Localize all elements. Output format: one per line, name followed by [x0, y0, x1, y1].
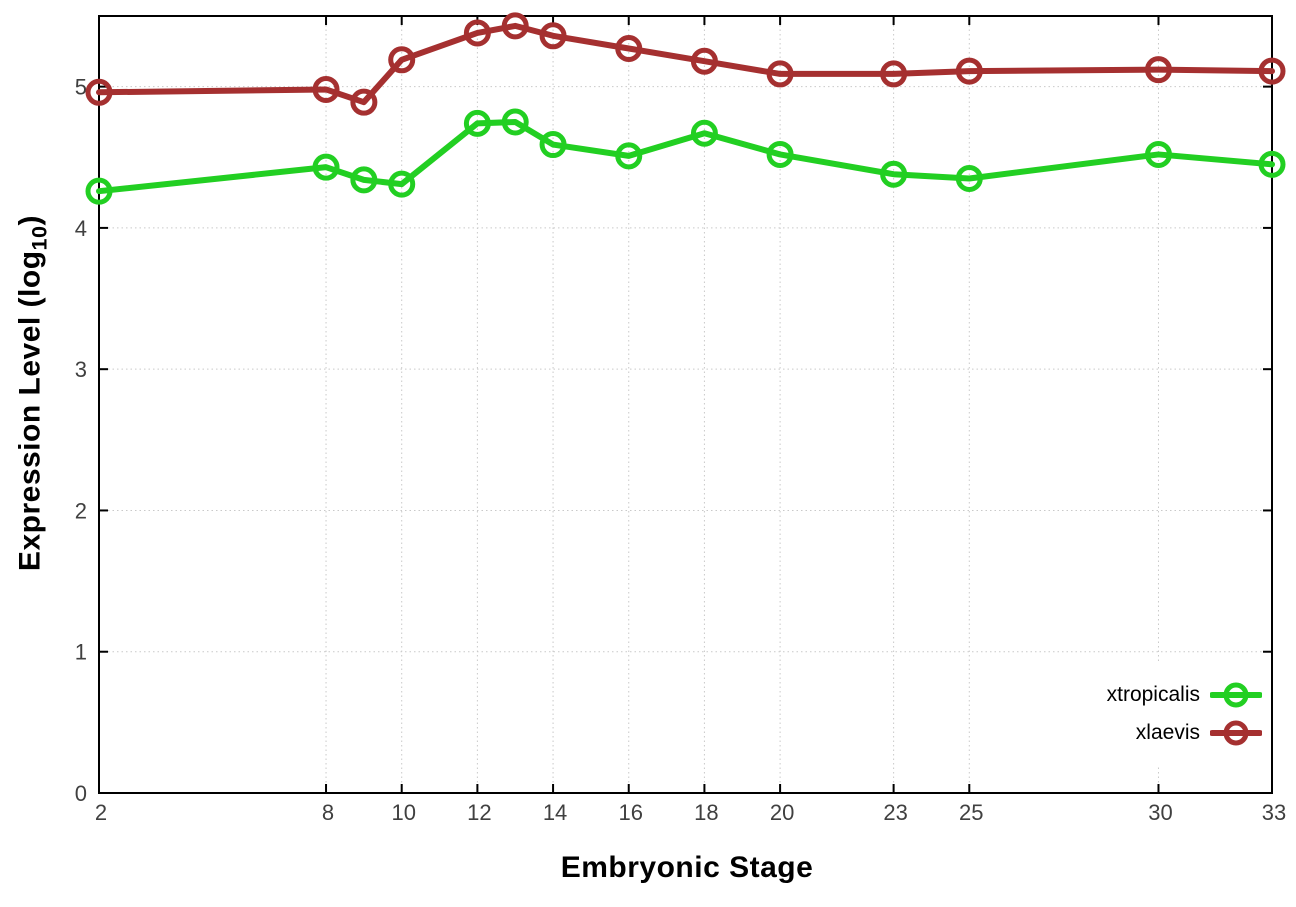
series-line-xlaevis	[96, 22, 1275, 106]
data-point-xlaevis	[880, 60, 908, 88]
data-point-xlaevis	[539, 22, 567, 50]
data-point-xlaevis	[312, 75, 340, 103]
data-point-xtropicalis	[501, 108, 529, 136]
data-point-xtropicalis	[955, 164, 983, 192]
legend-sample-marker-xtropicalis	[1223, 682, 1249, 708]
data-point-xlaevis	[501, 12, 529, 40]
x-tick-label: 18	[694, 800, 718, 825]
y-tick-label: 1	[75, 640, 87, 665]
data-point-xlaevis	[615, 34, 643, 62]
y-axis-title: Expression Level (log10)	[14, 215, 53, 571]
series-line-xtropicalis	[96, 118, 1275, 195]
data-point-xlaevis	[1258, 57, 1286, 85]
x-tick-label: 30	[1148, 800, 1172, 825]
y-axis-title-suffix: )	[13, 214, 47, 226]
data-point-xtropicalis	[463, 109, 491, 137]
data-point-xtropicalis	[766, 140, 794, 168]
x-tick-label: 12	[467, 800, 491, 825]
data-point-xtropicalis	[1258, 150, 1286, 178]
legend-sample-marker-xlaevis	[1223, 720, 1249, 746]
legend: xtropicalis xlaevis	[1070, 662, 1268, 766]
data-point-xtropicalis	[539, 131, 567, 159]
data-point-xtropicalis	[350, 166, 378, 194]
legend-marker-xlaevis-icon	[1210, 720, 1262, 746]
y-tick-label: 3	[75, 357, 87, 382]
data-point-xtropicalis	[615, 142, 643, 170]
data-point-xlaevis	[85, 78, 113, 106]
data-point-xtropicalis	[312, 153, 340, 181]
legend-label-xtropicalis: xtropicalis	[1106, 683, 1200, 706]
y-tick-label: 4	[75, 216, 87, 241]
data-point-xlaevis	[766, 60, 794, 88]
y-axis-title-text: Expression Level (log	[13, 250, 47, 572]
plot-border	[98, 15, 1273, 794]
x-tick-label: 14	[543, 800, 567, 825]
data-point-xlaevis	[1144, 56, 1172, 84]
data-point-xtropicalis	[388, 170, 416, 198]
x-tick-label: 20	[770, 800, 794, 825]
x-tick-label: 25	[959, 800, 983, 825]
x-tick-label: 8	[322, 800, 334, 825]
x-tick-label: 16	[618, 800, 642, 825]
x-tick-label: 10	[391, 800, 415, 825]
data-point-xtropicalis	[85, 177, 113, 205]
y-tick-label: 0	[75, 781, 87, 806]
x-tick-label: 33	[1262, 800, 1286, 825]
x-tick-label: 2	[95, 800, 107, 825]
legend-label-xlaevis: xlaevis	[1135, 721, 1200, 744]
data-point-xtropicalis	[1144, 140, 1172, 168]
x-axis-title: Embryonic Stage	[560, 851, 814, 884]
y-axis-title-subscript: 10	[26, 225, 52, 251]
y-tick-label: 5	[75, 75, 87, 100]
data-point-xlaevis	[388, 46, 416, 74]
legend-item-xlaevis: xlaevis	[1107, 714, 1262, 752]
data-point-xlaevis	[463, 19, 491, 47]
data-point-xlaevis	[690, 47, 718, 75]
data-point-xlaevis	[350, 88, 378, 116]
legend-marker-xtropicalis-icon	[1210, 682, 1262, 708]
data-point-xtropicalis	[690, 119, 718, 147]
x-tick-label: 23	[883, 800, 907, 825]
legend-item-xtropicalis: xtropicalis	[1107, 676, 1262, 714]
y-tick-label: 2	[75, 498, 87, 523]
data-point-xtropicalis	[880, 160, 908, 188]
data-point-xlaevis	[955, 57, 983, 85]
